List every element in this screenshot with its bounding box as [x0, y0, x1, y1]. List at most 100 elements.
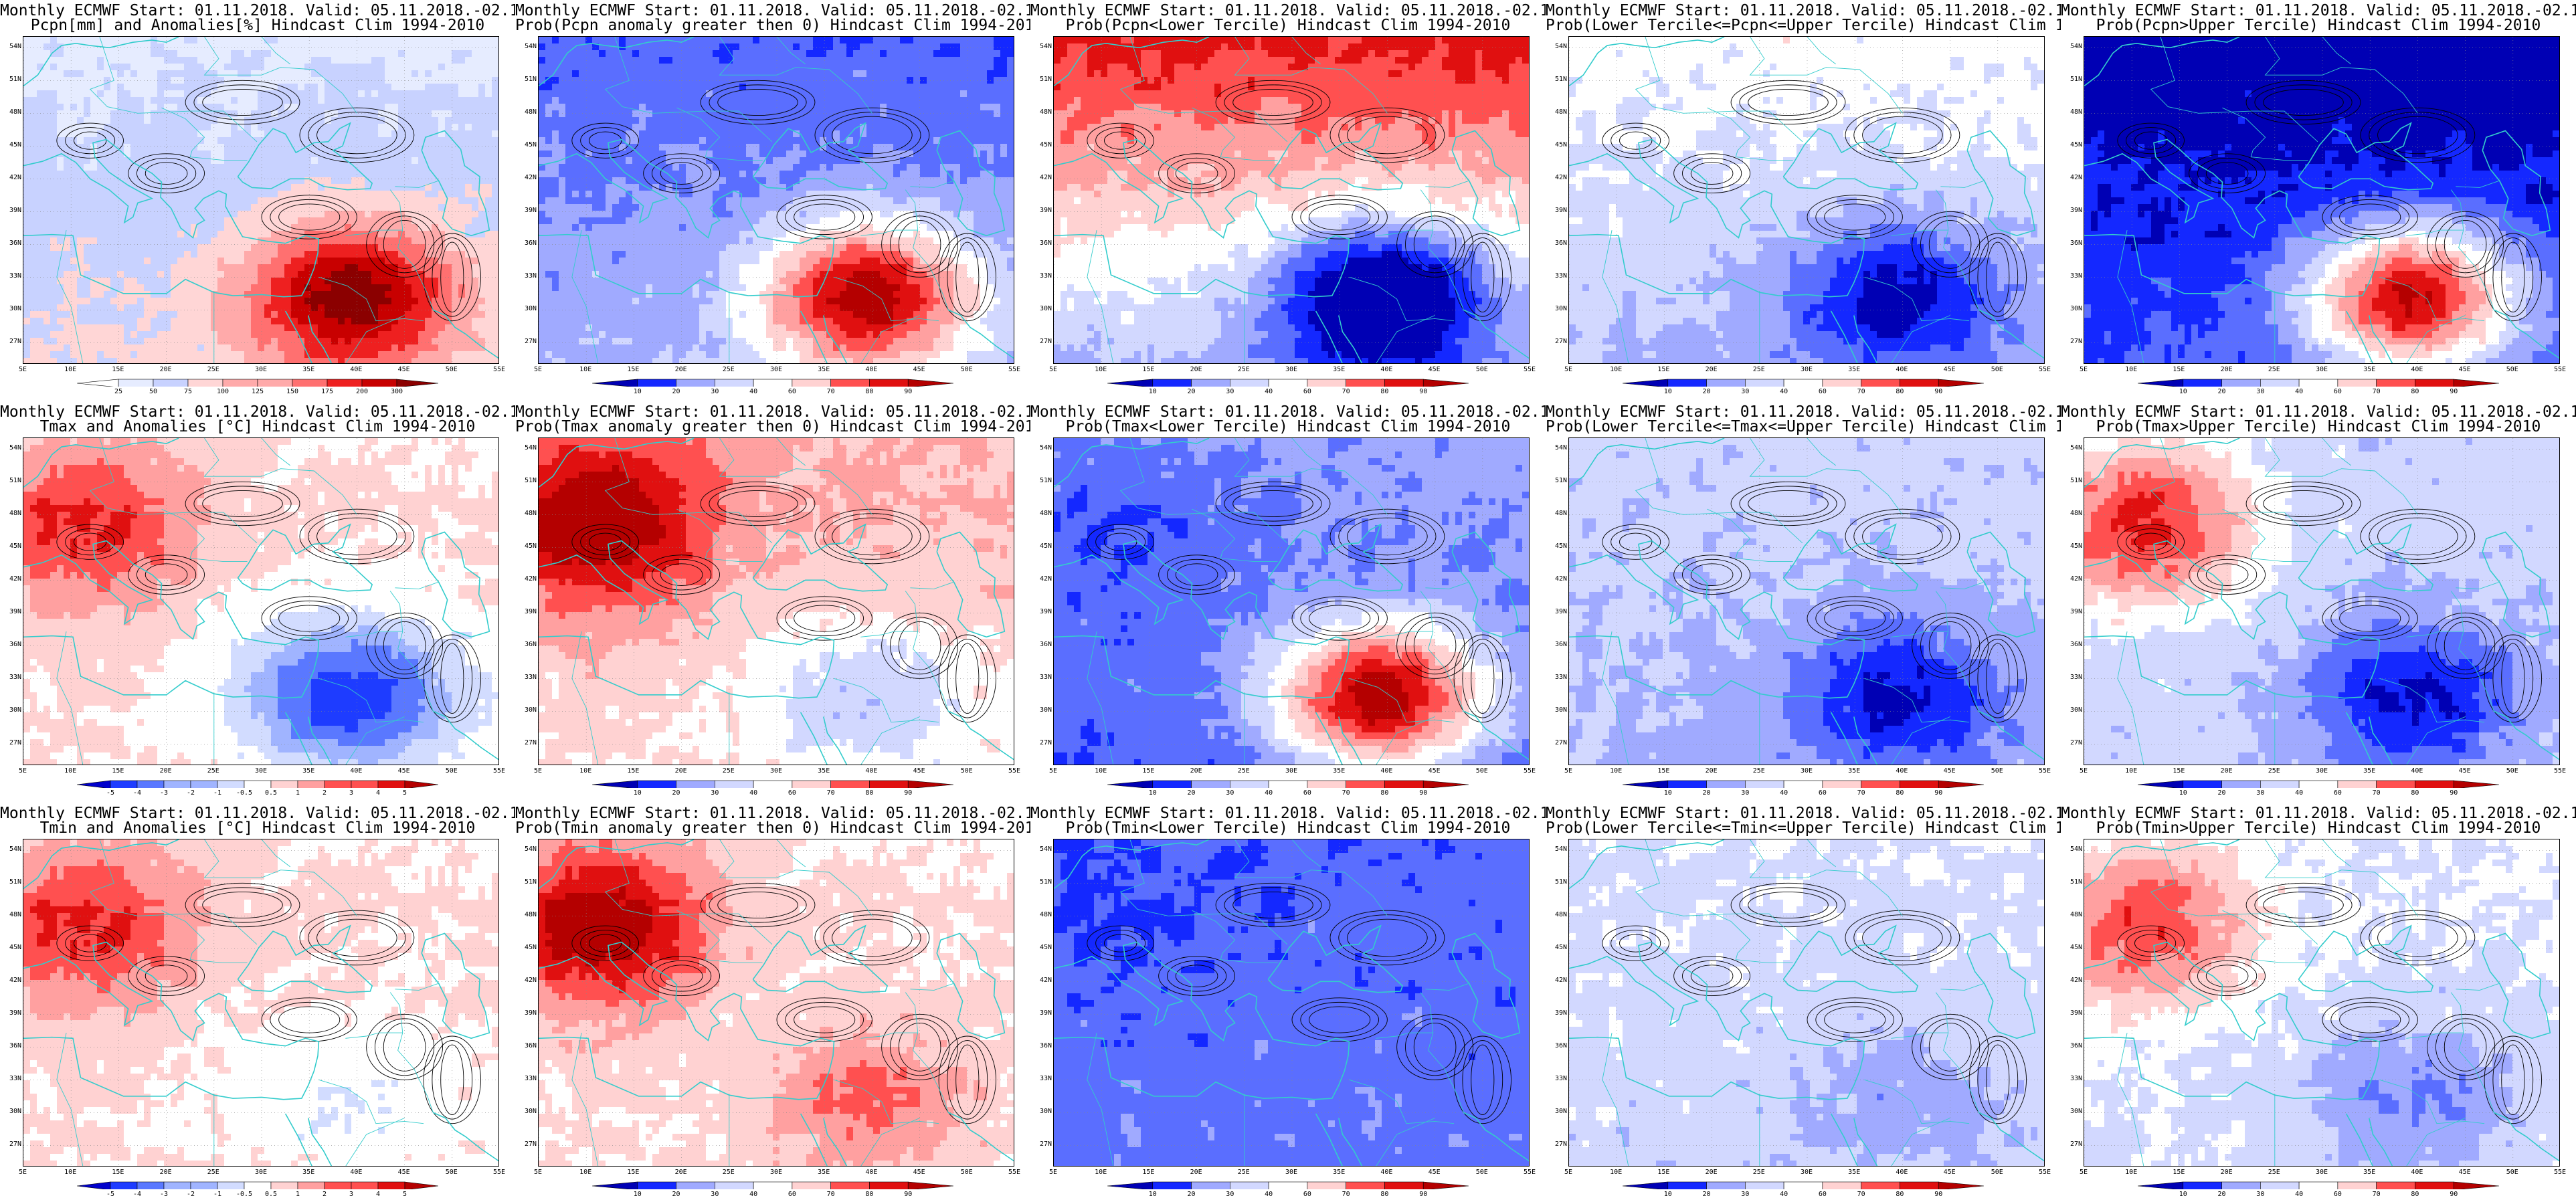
lat-tick-label: 36N: [1032, 239, 1052, 247]
lon-tick-label: 5E: [2080, 366, 2088, 373]
colorbar-tick-label: 1: [296, 789, 300, 797]
lat-tick-label: 51N: [2062, 477, 2082, 484]
colorbar-tick-label: 20: [2218, 1191, 2226, 1198]
colorbar-tick-label: 90: [904, 1191, 912, 1198]
lat-tick-label: 48N: [1, 911, 21, 918]
lon-tick-label: 30E: [255, 1169, 267, 1176]
lat-tick-label: 48N: [2062, 510, 2082, 517]
lon-tick-label: 30E: [2316, 767, 2328, 775]
shaded-field: [2084, 839, 2559, 1166]
lon-tick-label: 50E: [1476, 767, 1488, 775]
lat-tick-label: 30N: [517, 305, 537, 312]
shaded-field: [2084, 37, 2559, 363]
lon-tick-label: 10E: [1610, 1169, 1622, 1176]
lon-tick-label: 50E: [446, 1169, 458, 1176]
lat-tick-label: 42N: [1032, 174, 1052, 181]
lon-tick-label: 45E: [913, 366, 925, 373]
lat-tick-label: 36N: [1, 641, 21, 648]
lat-tick-label: 30N: [1032, 1108, 1052, 1115]
map-panel: Monthly ECMWF Start: 01.11.2018. Valid: …: [0, 0, 515, 401]
lon-tick-label: 5E: [19, 1169, 27, 1176]
colorbar-tick-label: -2: [187, 789, 195, 797]
lon-tick-label: 15E: [1142, 366, 1154, 373]
lon-tick-label: 55E: [493, 1169, 505, 1176]
lat-tick-label: 30N: [2062, 1108, 2082, 1115]
colorbar-tick-label: 10: [1664, 789, 1672, 797]
lon-tick-label: 20E: [1190, 767, 1202, 775]
lon-tick-label: 30E: [1801, 767, 1813, 775]
colorbar-tick-label: 80: [1896, 388, 1904, 395]
lat-tick-label: 30N: [2062, 706, 2082, 714]
country-borders: [1087, 37, 1469, 363]
map-frame: [2084, 437, 2560, 765]
lon-tick-label: 15E: [1657, 767, 1669, 775]
colorbar-tick-label: 30: [1741, 388, 1749, 395]
country-borders: [1602, 438, 1984, 765]
colorbar-tick-label: 90: [1419, 388, 1427, 395]
lat-tick-label: 30N: [1, 1108, 21, 1115]
lat-tick-label: 33N: [1, 1075, 21, 1082]
colorbar-tick-label: 90: [1934, 388, 1942, 395]
lon-tick-label: 35E: [302, 1169, 314, 1176]
map-frame: [1053, 36, 1530, 364]
lat-tick-label: 36N: [517, 239, 537, 247]
lat-tick-label: 51N: [1, 76, 21, 83]
shaded-field: [23, 839, 498, 1166]
lon-tick-label: 20E: [2221, 366, 2233, 373]
lon-tick-label: 15E: [2173, 366, 2185, 373]
map-panel: Monthly ECMWF Start: 01.11.2018. Valid: …: [1030, 0, 1546, 401]
colorbar-tick-label: 60: [1303, 789, 1311, 797]
lon-tick-label: 25E: [207, 767, 219, 775]
lat-tick-label: 33N: [1, 674, 21, 681]
colorbar-tick-label: 60: [2334, 789, 2342, 797]
lat-tick-label: 27N: [2062, 1140, 2082, 1148]
lon-tick-label: 30E: [1801, 366, 1813, 373]
lon-tick-label: 30E: [1285, 366, 1297, 373]
lat-tick-label: 33N: [2062, 272, 2082, 280]
colorbar-tick-label: 80: [1380, 789, 1388, 797]
lat-tick-label: 48N: [1, 510, 21, 517]
panel-title-line1: Monthly ECMWF Start: 01.11.2018. Valid: …: [1030, 404, 1546, 420]
lon-tick-label: 50E: [961, 767, 973, 775]
panel-title-line1: Monthly ECMWF Start: 01.11.2018. Valid: …: [1546, 3, 2061, 19]
lon-tick-label: 20E: [2221, 1169, 2233, 1176]
lon-tick-label: 55E: [2554, 1169, 2566, 1176]
lon-tick-label: 50E: [2506, 366, 2518, 373]
lat-tick-label: 48N: [1032, 108, 1052, 116]
lon-tick-label: 45E: [2459, 767, 2471, 775]
shaded-field: [2084, 438, 2559, 765]
lon-tick-label: 35E: [302, 366, 314, 373]
lat-tick-label: 27N: [2062, 338, 2082, 345]
lat-tick-label: 48N: [1032, 911, 1052, 918]
lat-tick-label: 30N: [517, 706, 537, 714]
lat-tick-label: 39N: [1032, 608, 1052, 615]
panel-title-line2: Prob(Tmax anomaly greater then 0) Hindca…: [515, 419, 1030, 435]
lat-tick-label: 45N: [1032, 141, 1052, 148]
lon-tick-label: 20E: [1706, 767, 1718, 775]
colorbar-tick-label: 40: [1265, 388, 1273, 395]
colorbar-tick-label: 30: [1226, 388, 1234, 395]
colorbar-tick-label: 80: [865, 1191, 873, 1198]
lat-tick-label: 45N: [2062, 542, 2082, 550]
colorbar-tick-label: 70: [1857, 1191, 1865, 1198]
lon-tick-label: 25E: [723, 1169, 735, 1176]
colorbar-tick-label: -3: [160, 1191, 168, 1198]
lon-tick-label: 55E: [1008, 767, 1020, 775]
panel-title-line2: Prob(Tmax<Lower Tercile) Hindcast Clim 1…: [1030, 419, 1546, 435]
lon-tick-label: 35E: [2363, 366, 2375, 373]
colorbar-tick-label: 60: [1819, 388, 1827, 395]
lon-tick-label: 20E: [675, 767, 687, 775]
lat-tick-label: 39N: [517, 1009, 537, 1017]
lat-tick-label: 45N: [2062, 944, 2082, 951]
lon-tick-label: 10E: [1095, 767, 1107, 775]
lon-tick-label: 25E: [1753, 366, 1765, 373]
colorbar-tick-label: 90: [1934, 789, 1942, 797]
lat-tick-label: 42N: [1, 977, 21, 984]
map-panel: Monthly ECMWF Start: 01.11.2018. Valid: …: [2061, 0, 2576, 401]
lat-tick-label: 33N: [517, 1075, 537, 1082]
lat-tick-label: 54N: [517, 845, 537, 853]
lon-tick-label: 30E: [1285, 767, 1297, 775]
lon-tick-label: 15E: [1657, 366, 1669, 373]
colorbar-tick-label: -4: [133, 1191, 141, 1198]
shaded-field: [1054, 37, 1529, 363]
